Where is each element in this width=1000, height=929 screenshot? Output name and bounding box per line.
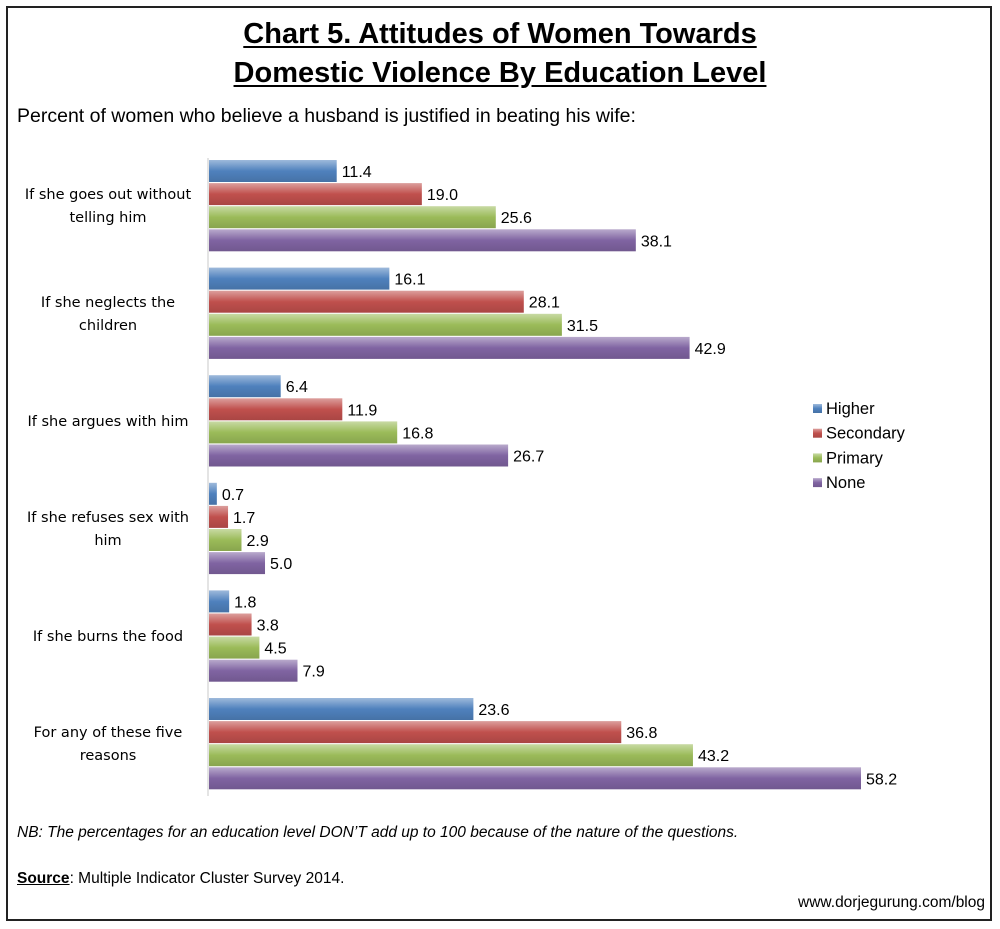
chart-frame (6, 6, 992, 921)
category-label-6-line-2: reasons (80, 748, 137, 764)
data-label-none-3: 26.7 (513, 449, 544, 466)
bar-secondary-6 (209, 721, 622, 744)
bar-higher-1 (209, 160, 337, 182)
data-label-none-4: 5.0 (270, 556, 292, 573)
legend-swatch-higher (813, 404, 822, 413)
source-line: Source: Multiple Indicator Cluster Surve… (17, 870, 344, 888)
source-label: Source (17, 870, 70, 887)
bar-higher-6 (209, 698, 474, 720)
data-label-higher-2: 16.1 (394, 272, 425, 289)
data-label-primary-6: 43.2 (698, 748, 729, 765)
data-label-higher-3: 6.4 (286, 379, 308, 396)
bar-none-1 (209, 229, 636, 252)
legend-label-secondary: Secondary (826, 425, 906, 443)
data-label-none-5: 7.9 (303, 664, 325, 681)
category-label-5: If she burns the food (33, 629, 183, 645)
bar-none-3 (209, 444, 509, 467)
bar-higher-5 (209, 590, 230, 613)
bar-secondary-2 (209, 290, 524, 313)
data-label-primary-3: 16.8 (402, 425, 433, 442)
source-text: : Multiple Indicator Cluster Survey 2014… (69, 870, 345, 887)
bar-higher-3 (209, 375, 281, 398)
data-label-primary-5: 4.5 (264, 641, 286, 658)
bar-secondary-4 (209, 505, 229, 528)
bar-primary-5 (209, 636, 260, 659)
bar-primary-2 (209, 313, 562, 336)
category-label-1-line-1: If she goes out without (25, 187, 192, 203)
legend-label-higher: Higher (826, 400, 875, 418)
bar-primary-1 (209, 206, 496, 229)
bar-higher-4 (209, 482, 217, 505)
data-label-primary-1: 25.6 (501, 210, 532, 227)
bar-primary-4 (209, 529, 242, 551)
chart-title-line-1: Chart 5. Attitudes of Women Towards (243, 18, 757, 50)
legend-label-none: None (826, 474, 865, 492)
data-label-higher-6: 23.6 (478, 702, 509, 719)
data-label-secondary-1: 19.0 (427, 187, 458, 204)
chart-subtitle: Percent of women who believe a husband i… (17, 105, 636, 127)
legend-swatch-primary (813, 453, 822, 463)
bar-primary-3 (209, 421, 398, 444)
category-label-4-line-1: If she refuses sex with (27, 510, 189, 526)
data-label-secondary-4: 1.7 (233, 510, 255, 527)
category-label-2-line-1: If she neglects the (41, 295, 175, 311)
data-label-primary-2: 31.5 (567, 318, 598, 335)
data-label-higher-1: 11.4 (342, 164, 372, 181)
bar-secondary-3 (209, 398, 343, 421)
data-label-primary-4: 2.9 (246, 533, 268, 550)
bar-none-5 (209, 659, 298, 682)
website-credit: www.dorjegurung.com/blog (798, 894, 985, 911)
legend-swatch-none (813, 478, 822, 488)
category-label-6-line-1: For any of these five (34, 725, 183, 741)
bar-secondary-5 (209, 613, 252, 636)
bar-primary-6 (209, 744, 693, 767)
category-label-1-line-2: telling him (69, 210, 146, 226)
bar-none-4 (209, 552, 266, 575)
legend-swatch-secondary (813, 428, 822, 438)
bar-secondary-1 (209, 183, 422, 206)
data-label-secondary-3: 11.9 (347, 402, 377, 419)
legend-label-primary: Primary (826, 449, 884, 467)
data-label-higher-5: 1.8 (234, 594, 256, 611)
chart-title-line-2: Domestic Violence By Education Level (233, 57, 767, 89)
data-label-secondary-5: 3.8 (257, 618, 279, 635)
category-label-4-line-2: him (94, 533, 121, 549)
bar-none-2 (209, 336, 690, 359)
footnote: NB: The percentages for an education lev… (17, 824, 739, 841)
data-label-none-1: 38.1 (641, 233, 672, 250)
data-label-secondary-6: 36.8 (626, 725, 657, 742)
category-label-2-line-2: children (79, 318, 137, 334)
category-label-3: If she argues with him (27, 414, 188, 430)
data-label-higher-4: 0.7 (222, 487, 244, 504)
data-label-secondary-2: 28.1 (529, 295, 560, 312)
data-label-none-2: 42.9 (695, 341, 726, 358)
data-label-none-6: 58.2 (866, 771, 897, 788)
bar-higher-2 (209, 267, 390, 290)
bar-none-6 (209, 767, 861, 790)
